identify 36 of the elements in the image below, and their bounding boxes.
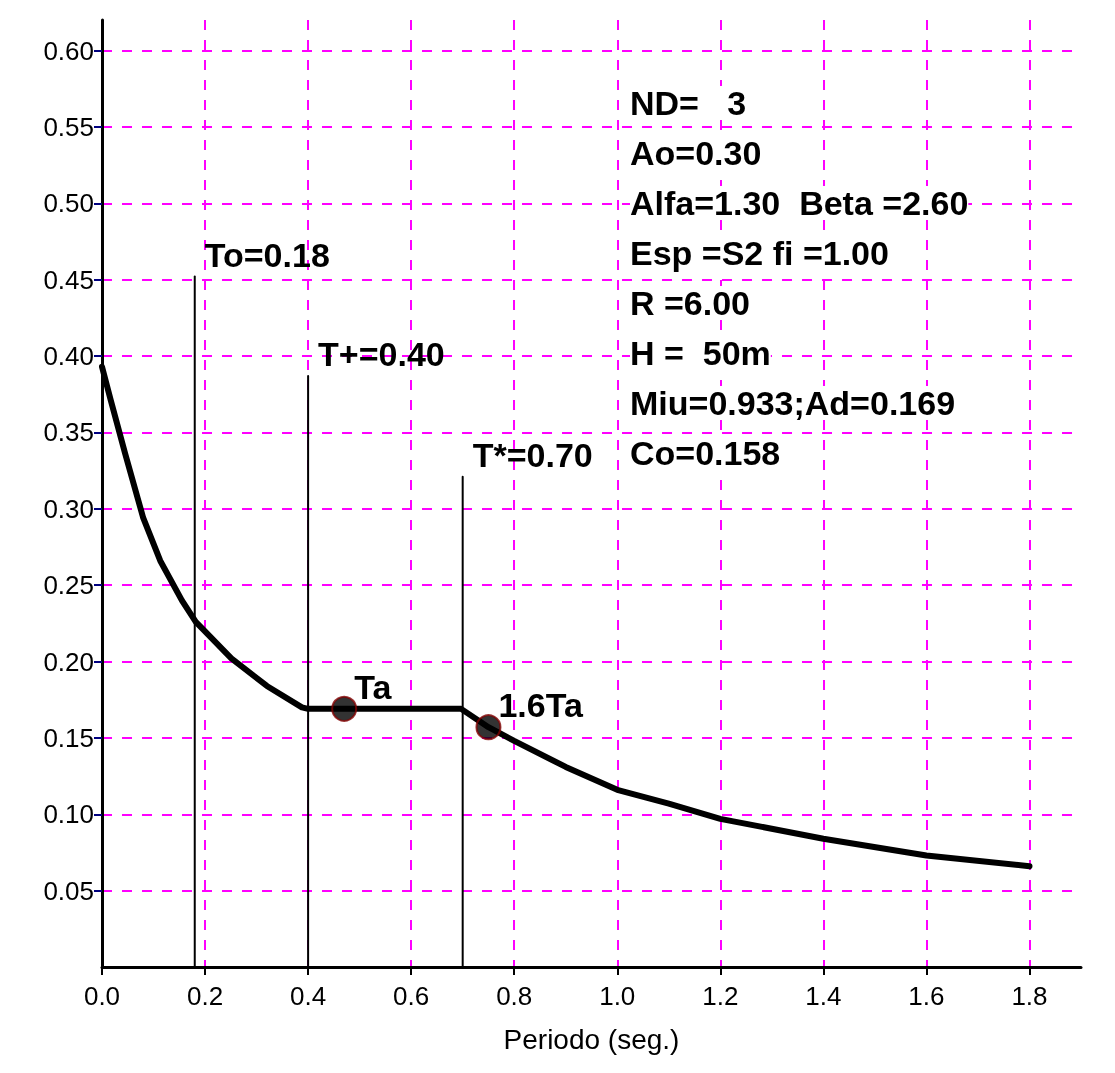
x-tick-label: 1.6: [908, 981, 945, 1011]
y-tick-label: 0.60: [43, 35, 94, 66]
annotation: Miu=0.933;Ad=0.169: [630, 384, 956, 422]
annotation: R =6.00: [630, 284, 751, 322]
annotation: Co=0.158: [630, 434, 781, 472]
x-tick-label: 0.8: [496, 981, 533, 1011]
x-tick-label: 1.2: [702, 981, 739, 1011]
y-tick-label: 0.25: [43, 570, 94, 601]
annotation: ND= 3: [630, 84, 747, 122]
y-tick-label: 0.15: [43, 722, 94, 753]
y-tick-label: 0.20: [43, 646, 94, 677]
y-tick-label: 0.40: [43, 341, 94, 372]
y-tick-label: 0.45: [43, 264, 94, 295]
annotation: 1.6Ta: [498, 686, 584, 725]
x-tick-label: 1.4: [805, 981, 842, 1011]
x-tick-label: 0.4: [290, 981, 327, 1011]
y-tick-label: 0.05: [43, 875, 94, 906]
y-tick-label: 0.35: [43, 417, 94, 448]
x-axis-title: Periodo (seg.): [503, 1023, 680, 1055]
x-tick-label: 0.2: [186, 981, 224, 1011]
x-tick-label: 1.8: [1011, 981, 1048, 1011]
annotation: Ao=0.30: [630, 134, 762, 172]
y-tick-label: 0.10: [43, 799, 94, 830]
y-tick-label: 0.55: [43, 111, 94, 142]
y-tick-label: 0.30: [43, 493, 94, 524]
annotation: T*=0.70: [472, 435, 593, 474]
annotation: Alfa=1.30 Beta =2.60: [630, 184, 969, 222]
annotation: T+=0.40: [318, 334, 445, 373]
annotation: Esp =S2 fi =1.00: [630, 234, 889, 272]
annotation: To=0.18: [204, 235, 330, 274]
x-tick-label: 0.0: [83, 981, 121, 1011]
x-tick-label: 0.6: [393, 981, 430, 1011]
annotation: Ta: [354, 667, 393, 706]
y-tick-label: 0.50: [43, 188, 94, 219]
x-tick-label: 1.0: [599, 981, 636, 1011]
annotation: H = 50m: [630, 334, 771, 372]
